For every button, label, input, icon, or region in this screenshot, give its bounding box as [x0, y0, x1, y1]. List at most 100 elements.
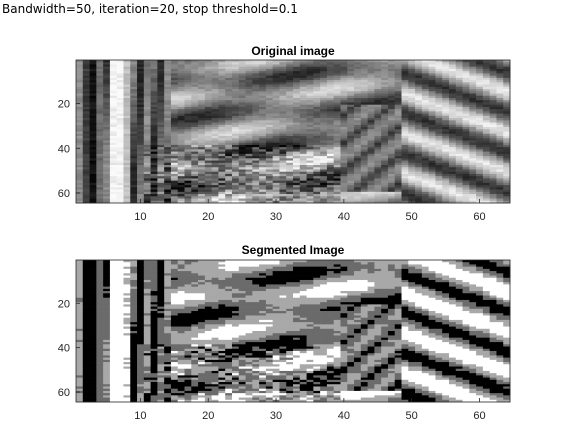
pixel-cell — [157, 288, 165, 292]
pixel-cell — [313, 144, 321, 148]
pixel-cell — [238, 135, 246, 139]
pixel-cell — [123, 180, 131, 184]
pixel-cell — [476, 167, 484, 170]
pixel-cell — [157, 160, 165, 164]
pixel-cell — [103, 135, 111, 139]
pixel-cell — [116, 149, 124, 152]
pixel-cell — [469, 187, 477, 190]
pixel-cell — [279, 120, 287, 123]
pixel-cell — [238, 171, 246, 175]
pixel-cell — [320, 178, 328, 181]
pixel-cell — [89, 91, 97, 94]
pixel-cell — [272, 124, 280, 128]
pixel-cell — [157, 173, 165, 177]
pixel-cell — [387, 104, 396, 108]
pixel-cell — [476, 151, 484, 155]
pixel-cell — [103, 173, 111, 177]
pixel-cell — [272, 279, 280, 283]
pixel-cell — [421, 97, 429, 101]
pixel-cell — [252, 142, 260, 146]
pixel-cell — [360, 173, 368, 177]
pixel-cell — [238, 109, 246, 112]
pixel-cell — [455, 268, 463, 272]
pixel-cell — [299, 151, 307, 155]
pixel-cell — [265, 77, 274, 81]
pixel-cell — [435, 147, 443, 150]
pixel-cell — [245, 71, 253, 74]
pixel-cell — [164, 66, 172, 70]
pixel-cell — [442, 171, 450, 175]
pixel-cell — [340, 122, 348, 126]
pixel-cell — [435, 95, 443, 99]
pixel-cell — [326, 66, 335, 70]
pixel-cell — [170, 158, 179, 161]
pixel-cell — [476, 286, 484, 290]
pixel-cell — [381, 271, 389, 274]
pixel-cell — [225, 176, 233, 179]
pixel-cell — [218, 284, 226, 287]
pixel-cell — [272, 75, 280, 79]
pixel-cell — [421, 135, 429, 139]
pixel-cell — [354, 64, 362, 68]
pixel-cell — [374, 144, 382, 148]
pixel-cell — [198, 266, 206, 270]
pixel-cell — [130, 147, 138, 150]
pixel-cell — [360, 66, 368, 70]
pixel-cell — [394, 264, 402, 268]
pixel-cell — [272, 260, 280, 263]
pixel-cell — [76, 120, 84, 123]
figure-caption: Bandwidth=50, iteration=20, stop thresho… — [2, 2, 298, 16]
pixel-cell — [170, 64, 179, 68]
pixel-cell — [401, 115, 409, 119]
pixel-cell — [191, 262, 199, 265]
pixel-cell — [143, 185, 151, 188]
pixel-cell — [150, 106, 158, 110]
pixel-cell — [448, 262, 457, 265]
pixel-cell — [306, 60, 314, 63]
pixel-cell — [354, 187, 362, 190]
pixel-cell — [462, 120, 470, 123]
pixel-cell — [109, 66, 118, 70]
pixel-cell — [333, 182, 341, 186]
pixel-cell — [381, 111, 389, 114]
pixel-cell — [367, 100, 375, 103]
pixel-cell — [177, 64, 185, 68]
pixel-cell — [462, 109, 470, 112]
pixel-cell — [191, 191, 199, 195]
pixel-cell — [299, 271, 307, 274]
pixel-cell — [381, 171, 389, 175]
pixel-cell — [225, 133, 233, 137]
pixel-cell — [272, 196, 280, 199]
pixel-cell — [116, 138, 124, 141]
pixel-cell — [191, 147, 199, 150]
pixel-cell — [218, 113, 226, 117]
pixel-cell — [455, 142, 463, 146]
pixel-cell — [245, 75, 253, 79]
pixel-cell — [116, 129, 124, 132]
pixel-cell — [238, 91, 246, 94]
pixel-cell — [313, 185, 321, 188]
pixel-cell — [218, 86, 226, 90]
pixel-cell — [408, 275, 416, 279]
pixel-cell — [482, 118, 491, 121]
pixel-cell — [462, 144, 470, 148]
pixel-cell — [252, 89, 260, 92]
pixel-cell — [225, 275, 233, 279]
pixel-cell — [320, 262, 328, 265]
pixel-cell — [360, 189, 368, 193]
pixel-cell — [116, 176, 124, 179]
pixel-cell — [157, 73, 165, 76]
pixel-cell — [374, 162, 382, 166]
pixel-cell — [306, 86, 314, 90]
pixel-cell — [469, 95, 477, 99]
pixel-cell — [191, 288, 199, 292]
pixel-cell — [428, 189, 436, 193]
pixel-cell — [320, 191, 328, 195]
pixel-cell — [109, 185, 118, 188]
pixel-cell — [123, 84, 131, 88]
pixel-cell — [265, 260, 274, 263]
pixel-cell — [299, 60, 307, 63]
pixel-cell — [198, 120, 206, 123]
pixel-cell — [143, 124, 151, 128]
pixel-cell — [231, 95, 240, 99]
